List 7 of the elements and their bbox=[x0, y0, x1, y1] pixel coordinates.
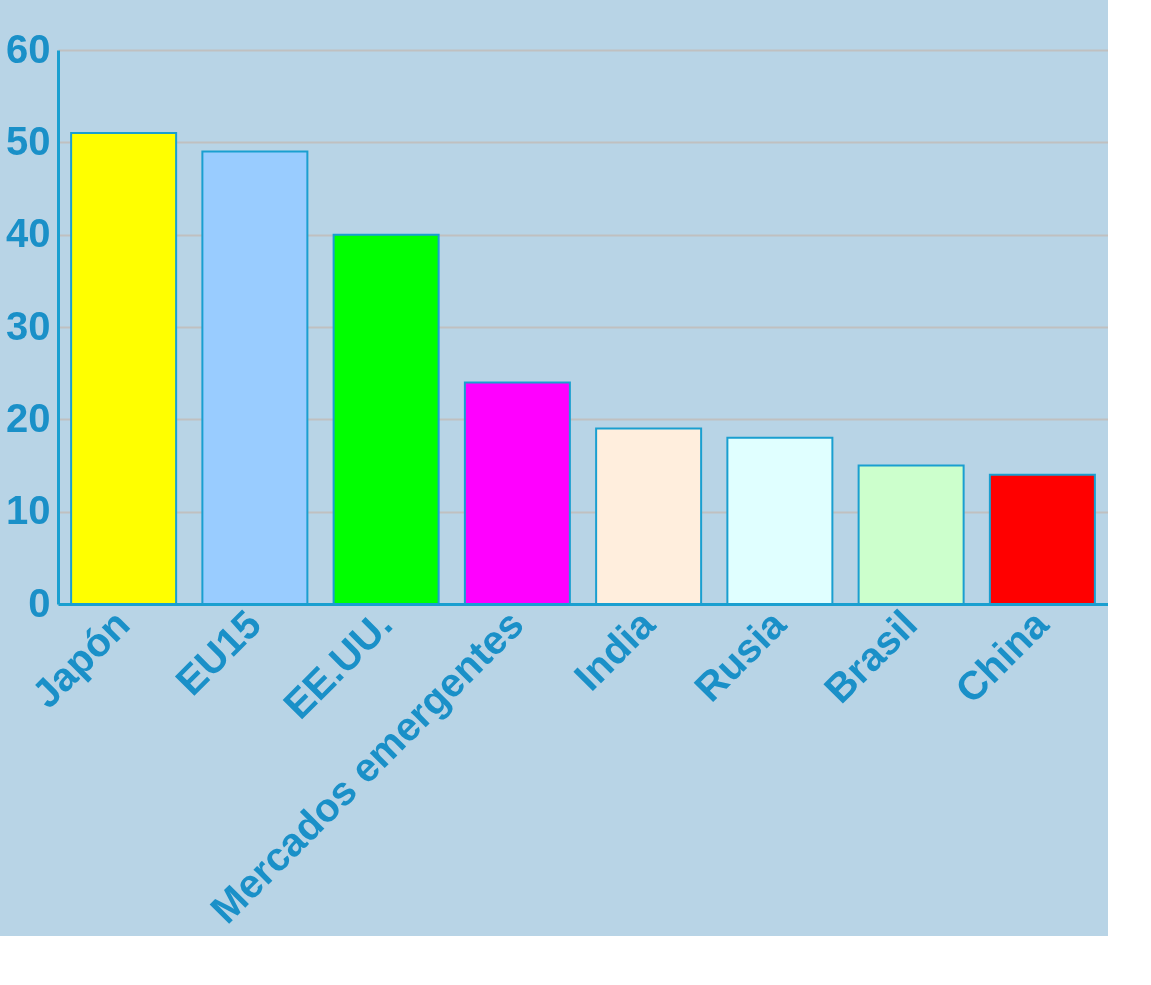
y-tick-label: 40 bbox=[6, 211, 51, 256]
y-tick-label: 60 bbox=[6, 26, 51, 71]
y-tick-label: 20 bbox=[6, 395, 51, 440]
y-tick-label: 0 bbox=[28, 580, 51, 625]
y-tick-label: 50 bbox=[6, 118, 51, 163]
y-tick-label: 10 bbox=[6, 488, 51, 533]
y-tick-label: 30 bbox=[6, 303, 51, 348]
